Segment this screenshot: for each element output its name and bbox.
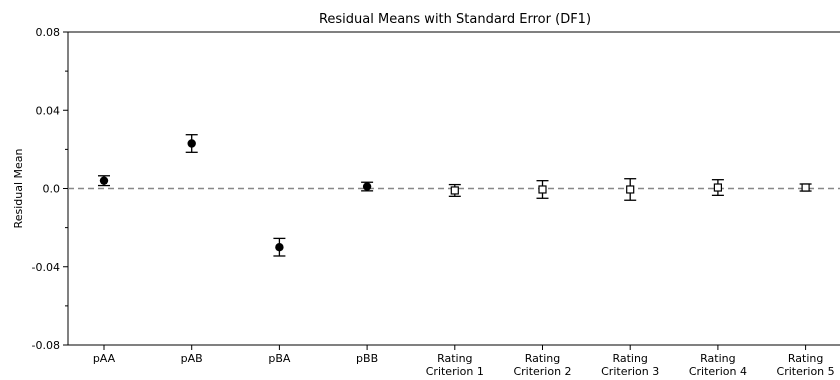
x-tick-label: Rating Criterion 1	[426, 352, 484, 378]
data-point	[185, 134, 198, 153]
y-tick-label: 0.04	[36, 104, 61, 117]
data-point	[799, 183, 812, 192]
x-tick-label: pAB	[181, 352, 203, 365]
y-ticks: 0.08 0.04 0.0 -0.04 -0.08	[32, 26, 68, 352]
mean-marker	[450, 186, 459, 195]
y-axis-label: Residual Mean	[12, 149, 25, 229]
data-point	[361, 181, 374, 192]
data-points	[98, 134, 812, 257]
x-tick-label: pBA	[268, 352, 291, 365]
x-tick-label: pAA	[93, 352, 116, 365]
data-point	[448, 183, 461, 197]
y-tick-label: 0.0	[43, 183, 61, 196]
x-ticks: pAA pAB pBA pBB Rating Criterion 1 Rating Crite…	[93, 345, 835, 378]
data-point	[536, 180, 549, 199]
y-tick-label: -0.08	[32, 339, 60, 352]
mean-marker	[275, 242, 284, 252]
x-tick-label: Rating Criterion 5	[777, 352, 835, 378]
mean-marker	[626, 185, 635, 194]
chart-title: Residual Means with Standard Error (DF1)	[319, 12, 591, 27]
mean-marker	[801, 183, 810, 192]
data-point	[98, 175, 110, 187]
mean-marker	[187, 139, 196, 148]
mean-marker	[538, 185, 547, 194]
x-tick-label: Rating Criterion 3	[601, 352, 659, 378]
mean-marker	[99, 176, 109, 185]
x-tick-label: pBB	[356, 352, 378, 365]
data-point	[711, 179, 724, 196]
y-tick-label: -0.04	[32, 261, 60, 274]
x-tick-label: Rating Criterion 4	[689, 352, 747, 378]
mean-marker	[362, 182, 372, 191]
data-point	[624, 178, 637, 201]
data-point	[273, 237, 286, 257]
x-tick-label: Rating Criterion 2	[513, 352, 571, 378]
y-tick-label: 0.08	[36, 26, 61, 39]
mean-marker	[713, 183, 723, 192]
